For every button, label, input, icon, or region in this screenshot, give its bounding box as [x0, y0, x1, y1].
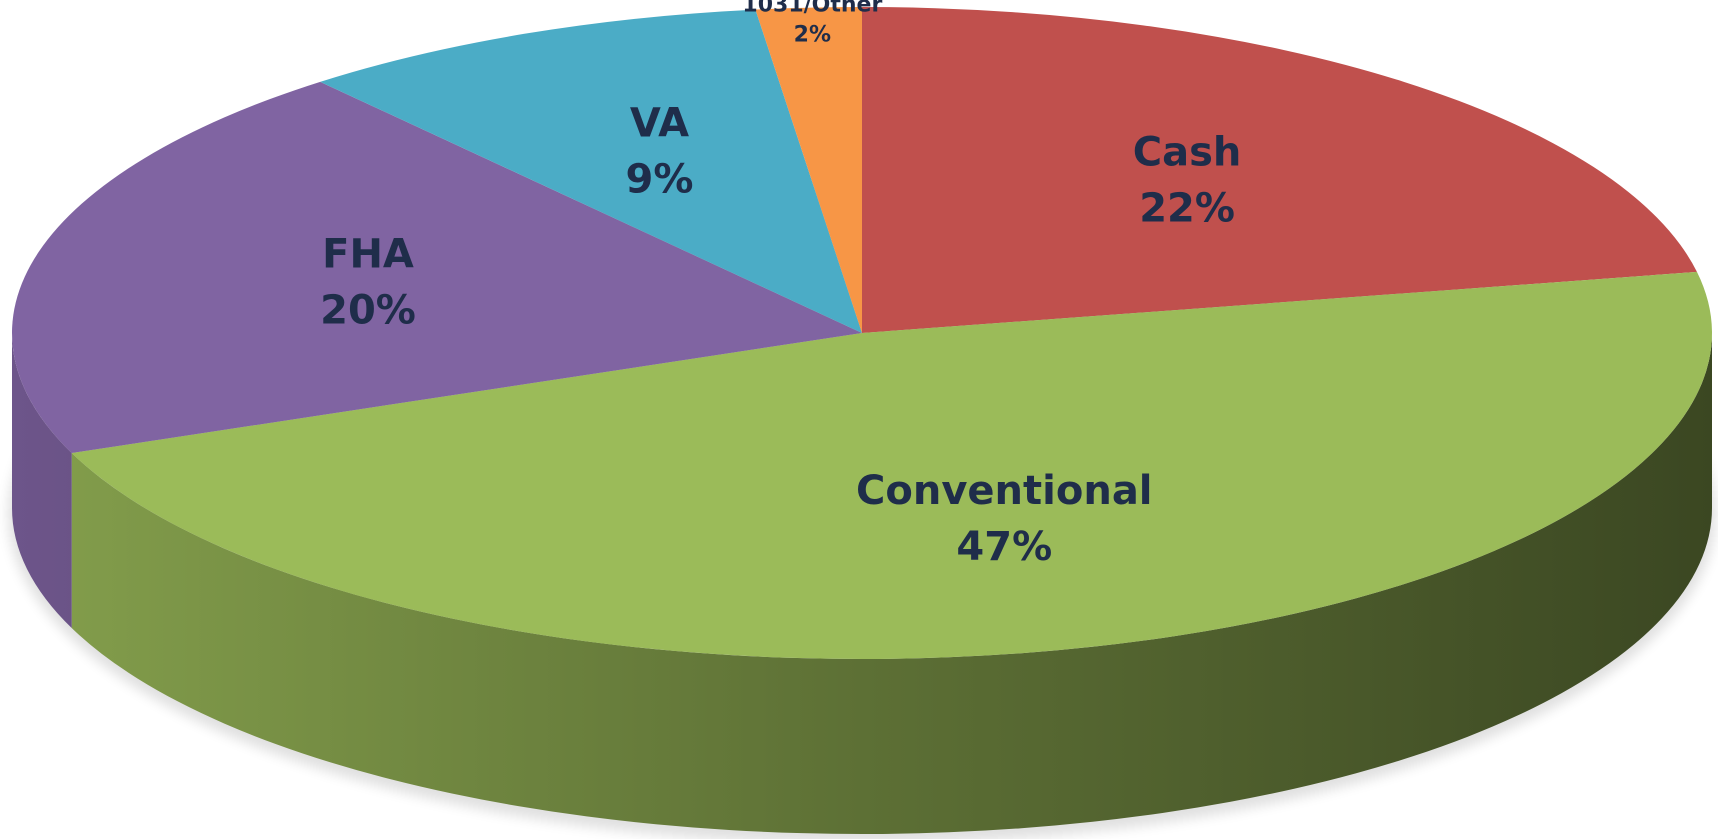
slice-label: 1031/Other — [742, 0, 882, 17]
slice-side — [71, 333, 1713, 834]
value-label: 22% — [1139, 185, 1235, 231]
slice-side — [12, 333, 72, 629]
value-label: 20% — [320, 287, 416, 333]
slice-label: Conventional — [856, 468, 1152, 514]
slice — [862, 7, 1697, 333]
slice-label: Cash — [1133, 129, 1242, 175]
slice-label: FHA — [322, 231, 414, 277]
slice — [11, 81, 862, 454]
slice — [71, 271, 1713, 660]
value-label: 9% — [625, 156, 693, 202]
value-label: 47% — [956, 524, 1052, 570]
slice — [755, 7, 862, 333]
slice — [320, 9, 863, 333]
slice-label: VA — [630, 100, 689, 146]
value-label: 2% — [794, 22, 831, 47]
